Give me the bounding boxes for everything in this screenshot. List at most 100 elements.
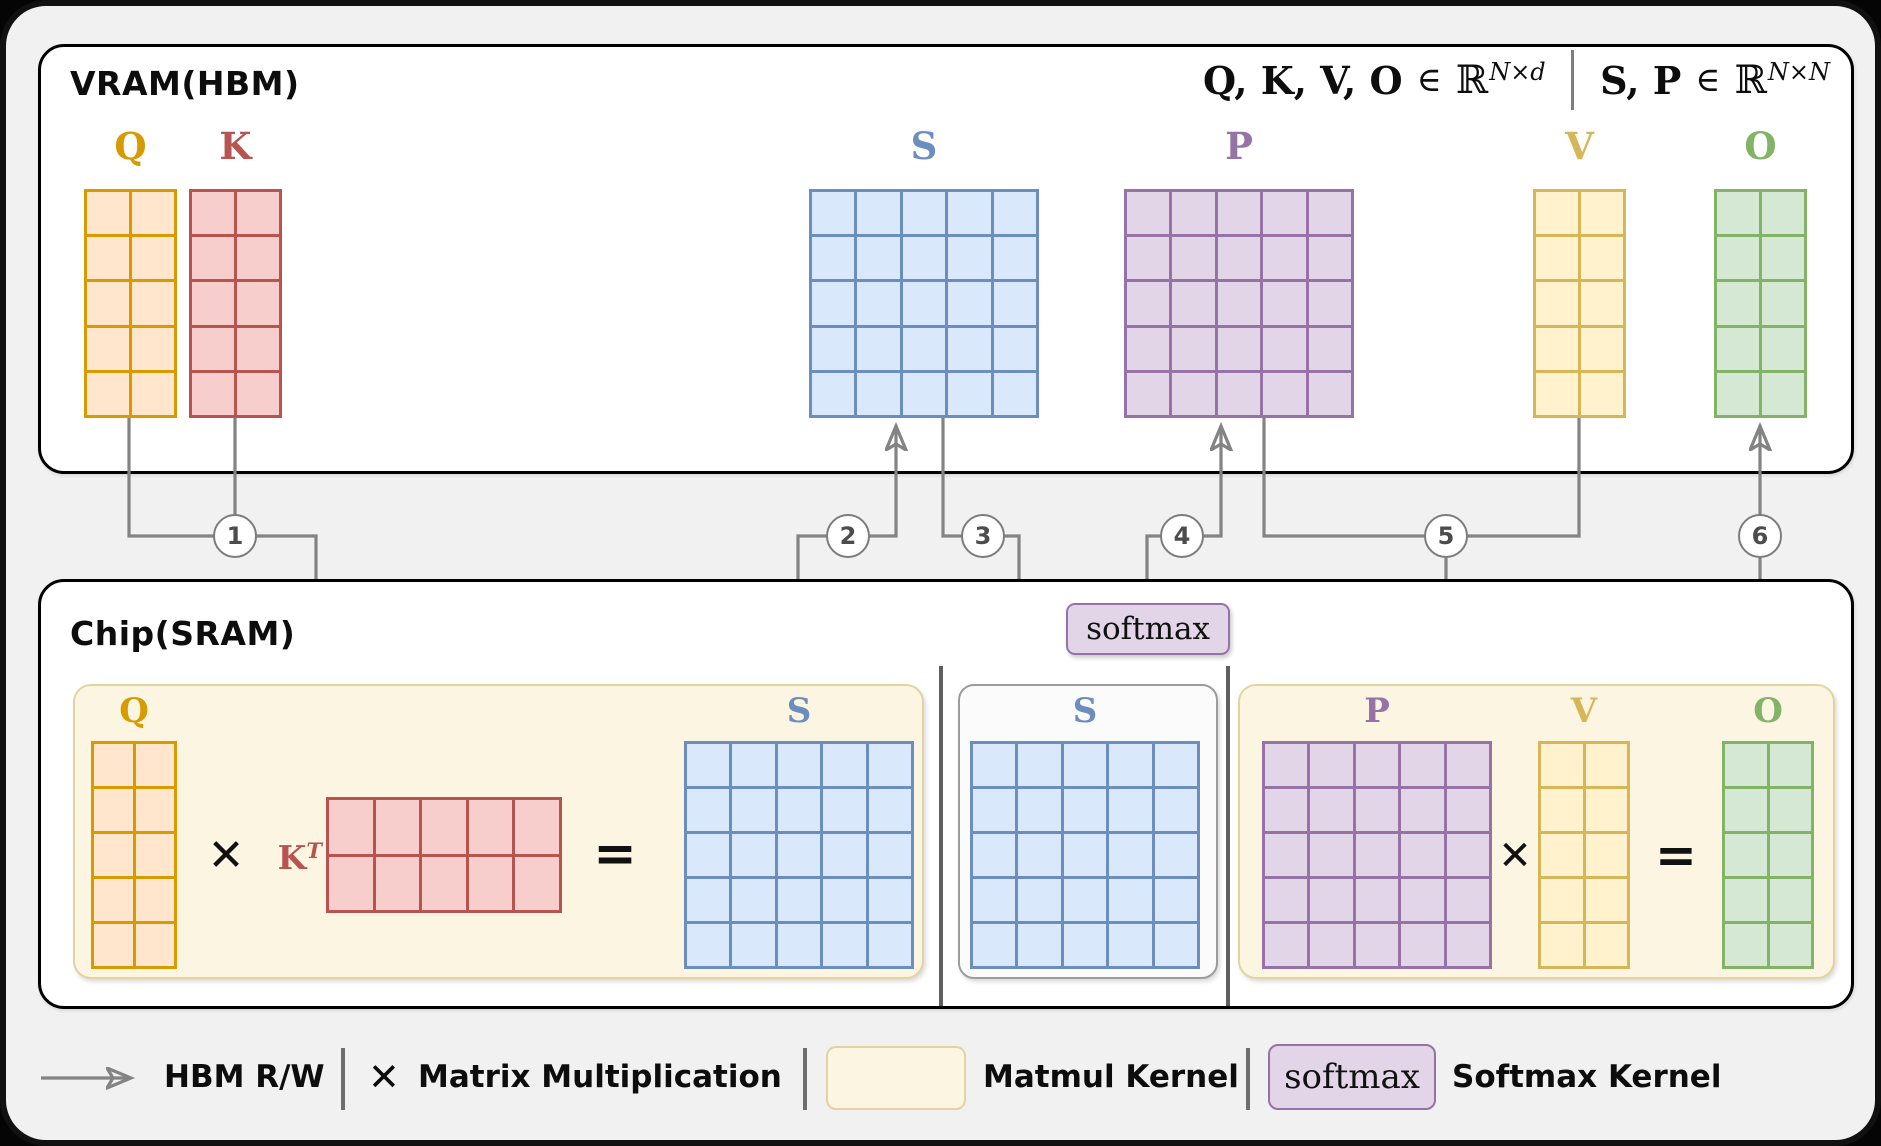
- matrix-cell: [94, 744, 133, 786]
- matrix-cell: [1154, 879, 1197, 921]
- matrix-cell: [1308, 327, 1351, 370]
- matrix-cell: [777, 834, 821, 876]
- matrix-cell: [1762, 327, 1804, 370]
- matrix-cell: [1725, 744, 1767, 786]
- matrix-cell: [1446, 924, 1489, 966]
- matrix-cell: [823, 744, 866, 786]
- matrix-cell: [94, 924, 133, 966]
- matrix-cell: [1308, 372, 1351, 415]
- matrix-cell: [857, 327, 900, 370]
- matrix-cell: [1769, 789, 1811, 831]
- matrix-cell: [1355, 879, 1399, 921]
- matrix-cell: [1536, 327, 1578, 370]
- matrix-cell: [1263, 237, 1306, 280]
- matrix-cell: [1581, 282, 1623, 325]
- matrix-cell: [1717, 282, 1759, 325]
- matrix-cell: [1018, 834, 1061, 876]
- matrix-cell: [993, 327, 1036, 370]
- vram-matrix-o-grid: [1714, 189, 1807, 418]
- matrix-cell: [375, 856, 420, 910]
- matrix-cell: [1762, 237, 1804, 280]
- vram-matrix-k-label: K: [219, 124, 252, 168]
- matrix-cell: [1769, 924, 1811, 966]
- matrix-cell: [732, 789, 775, 831]
- matrix-cell: [1725, 879, 1767, 921]
- matrix-cell: [1018, 744, 1061, 786]
- vram-matrix-q-grid: [84, 189, 177, 418]
- matrix-cell: [1127, 237, 1170, 280]
- formula-left-vars: Q, K, V, O: [1203, 57, 1403, 103]
- matrix-cell: [1217, 192, 1261, 235]
- matrix-cell: [515, 856, 559, 910]
- chip-s-in-label: S: [1072, 691, 1098, 731]
- matrix-cell: [973, 879, 1016, 921]
- legend-hbm-arrow-icon: [41, 1065, 159, 1091]
- matrix-cell: [812, 282, 855, 325]
- matrix-cell: [687, 834, 730, 876]
- matrix-cell: [87, 327, 129, 370]
- matrix-cell: [132, 372, 174, 415]
- matrix-cell: [868, 879, 911, 921]
- matrix-cell: [1355, 834, 1399, 876]
- matrix-cell: [732, 924, 775, 966]
- matrix-cell: [857, 192, 900, 235]
- matrix-cell: [1446, 789, 1489, 831]
- matrix-cell: [1263, 327, 1306, 370]
- matrix-cell: [1310, 834, 1353, 876]
- chip-q-label: Q: [119, 691, 149, 731]
- matrix-cell: [1310, 789, 1353, 831]
- matrix-cell: [1265, 834, 1308, 876]
- matrix-cell: [1717, 372, 1759, 415]
- matrix-cell: [87, 372, 129, 415]
- step-3-badge: 3: [961, 514, 1005, 558]
- matrix-cell: [1717, 192, 1759, 235]
- matrix-cell: [823, 789, 866, 831]
- matrix-cell: [1172, 327, 1215, 370]
- chip-q-grid: [91, 741, 177, 969]
- matrix-cell: [993, 192, 1036, 235]
- matrix-cell: [812, 237, 855, 280]
- element-of-symbol: ∈: [1695, 60, 1721, 100]
- matrix-cell: [1018, 924, 1061, 966]
- chip-s-out-grid: [684, 741, 914, 969]
- vram-matrix-p-label: P: [1225, 124, 1253, 168]
- equals-symbol-1: =: [593, 824, 637, 884]
- matrix-cell: [237, 282, 279, 325]
- matrix-cell: [422, 800, 466, 854]
- matrix-cell: [87, 282, 129, 325]
- matrix-cell: [777, 789, 821, 831]
- step-5-badge: 5: [1424, 514, 1468, 558]
- vram-matrix-k-grid: [189, 189, 282, 418]
- matrix-cell: [1063, 924, 1107, 966]
- matrix-cell: [135, 834, 174, 876]
- matrix-cell: [1355, 789, 1399, 831]
- matrix-cell: [732, 879, 775, 921]
- multiply-symbol-2: ✕: [1498, 833, 1532, 879]
- matrix-cell: [973, 924, 1016, 966]
- matrix-cell: [329, 856, 373, 910]
- matrix-cell: [857, 237, 900, 280]
- equals-symbol-2: =: [1655, 826, 1697, 884]
- matrix-cell: [1581, 372, 1623, 415]
- matrix-cell: [777, 744, 821, 786]
- matrix-cell: [94, 879, 133, 921]
- matrix-cell: [687, 924, 730, 966]
- matrix-cell: [1154, 789, 1197, 831]
- matrix-cell: [192, 327, 234, 370]
- matrix-cell: [1401, 834, 1444, 876]
- matrix-cell: [1154, 834, 1197, 876]
- matrix-cell: [993, 372, 1036, 415]
- matrix-cell: [1263, 372, 1306, 415]
- matrix-cell: [135, 789, 174, 831]
- kernel-divider-2: [1226, 666, 1230, 1006]
- matrix-cell: [1541, 744, 1583, 786]
- matrix-cell: [1154, 924, 1197, 966]
- matrix-cell: [948, 237, 991, 280]
- legend-divider-3: [1246, 1048, 1250, 1110]
- matrix-cell: [1109, 834, 1152, 876]
- matrix-cell: [87, 192, 129, 235]
- matrix-cell: [1310, 879, 1353, 921]
- matrix-cell: [192, 282, 234, 325]
- matrix-cell: [192, 372, 234, 415]
- matrix-cell: [1401, 924, 1444, 966]
